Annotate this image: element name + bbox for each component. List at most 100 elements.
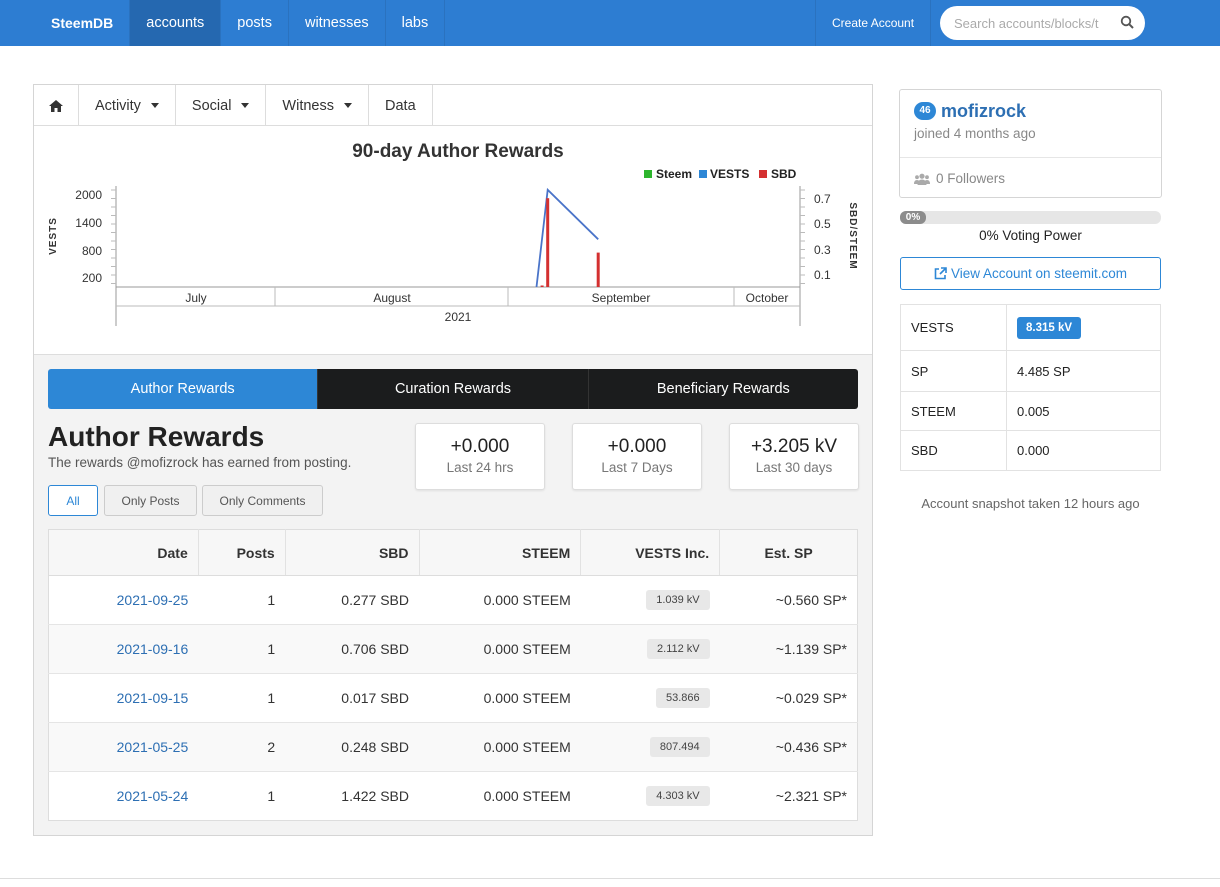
create-account-link[interactable]: Create Account — [815, 0, 932, 46]
row-steem: 0.000 STEEM — [419, 575, 581, 625]
nav-witnesses[interactable]: witnesses — [289, 0, 386, 46]
y-tick-right: 0.5 — [814, 217, 831, 231]
voting-power-bar: 0% — [900, 211, 1161, 224]
vests-series-line — [535, 187, 599, 288]
row-date-link[interactable]: 2021-09-15 — [116, 690, 189, 706]
col-date[interactable]: Date — [48, 529, 199, 576]
col-steem[interactable]: STEEM — [419, 529, 582, 576]
followers-count: 0 Followers — [936, 171, 1006, 186]
stat-value: +3.205 kV — [750, 436, 838, 457]
stat-value: +0.000 — [450, 436, 510, 457]
brand-logo[interactable]: SteemDB — [0, 0, 131, 46]
col-sp[interactable]: Est. SP — [719, 529, 858, 576]
account-subnav: Activity Social Witness Data — [34, 85, 872, 126]
home-button[interactable] — [34, 85, 79, 126]
caret-down-icon — [241, 103, 250, 108]
subnav-social-label: Social — [191, 97, 232, 114]
subnav-social[interactable]: Social — [176, 85, 267, 126]
voting-power-text: 0% Voting Power — [979, 228, 1082, 243]
username-link[interactable]: mofizrock — [941, 101, 1027, 121]
row-date-link[interactable]: 2021-09-16 — [116, 641, 189, 657]
filter-comments-button[interactable]: Only Comments — [202, 485, 323, 516]
chart-marks — [535, 187, 600, 288]
sbd-bar — [596, 252, 600, 287]
subnav-witness-label: Witness — [282, 97, 334, 114]
search-input[interactable] — [954, 15, 1114, 31]
stat-value: +0.000 — [607, 436, 667, 457]
table-row: 2021-05-25 2 0.248 SBD 0.000 STEEM 807.4… — [48, 722, 858, 772]
stat-label: Last 24 hrs — [446, 460, 514, 475]
subnav-activity[interactable]: Activity — [79, 85, 176, 126]
divider — [900, 157, 1161, 158]
subnav-data[interactable]: Data — [369, 85, 433, 126]
row-date-link[interactable]: 2021-05-25 — [116, 739, 189, 755]
caret-down-icon — [150, 103, 159, 108]
tab-author-rewards[interactable]: Author Rewards — [48, 369, 318, 409]
legend-steem-swatch — [644, 170, 652, 178]
table-header-row: Date Posts SBD STEEM VESTS Inc. Est. SP — [48, 529, 858, 576]
row-sbd: 0.248 SBD — [285, 722, 419, 772]
y-axis-right-label: SBD/STEEM — [847, 202, 858, 269]
stat-card-24h: +0.000 Last 24 hrs — [415, 423, 545, 490]
stat-label: Last 7 Days — [601, 460, 673, 475]
legend-sbd: SBD — [771, 167, 797, 181]
x-category-label: July — [185, 291, 206, 305]
y-tick-left: 2000 — [75, 188, 102, 202]
row-posts: 1 — [198, 624, 286, 674]
legend-sbd-swatch — [759, 170, 767, 178]
row-sp: ~0.029 SP* — [719, 673, 858, 723]
col-vests[interactable]: VESTS Inc. — [580, 529, 721, 576]
col-sbd[interactable]: SBD — [285, 529, 420, 576]
chart-svg: 90-day Author Rewards Steem VESTS SBD VE… — [48, 141, 858, 326]
balance-value: 0.005 — [1006, 391, 1161, 431]
balance-key: STEEM — [900, 391, 1007, 431]
y-axis-left-label: VESTS — [48, 217, 59, 255]
balance-key: SP — [900, 350, 1007, 392]
row-sp: ~2.321 SP* — [719, 771, 858, 821]
filter-posts-button[interactable]: Only Posts — [104, 485, 197, 516]
row-posts: 1 — [198, 575, 286, 625]
voting-power-badge: 0% — [900, 211, 926, 224]
search-icon[interactable] — [1120, 15, 1134, 32]
nav-posts[interactable]: posts — [221, 0, 289, 46]
main-panel: Activity Social Witness Data 90-day Auth… — [33, 84, 873, 836]
col-posts[interactable]: Posts — [198, 529, 286, 576]
table-row: 2021-09-15 1 0.017 SBD 0.000 STEEM 53.86… — [48, 673, 858, 723]
row-sbd: 0.017 SBD — [285, 673, 419, 723]
legend-vests: VESTS — [710, 167, 749, 181]
tab-beneficiary-rewards[interactable]: Beneficiary Rewards — [587, 369, 858, 409]
row-steem: 0.000 STEEM — [419, 722, 581, 772]
row-date-link[interactable]: 2021-05-24 — [116, 788, 189, 804]
tab-curation-rewards[interactable]: Curation Rewards — [317, 369, 588, 409]
y-tick-left: 200 — [82, 271, 102, 285]
balance-row: SP 4.485 SP — [900, 350, 1161, 392]
y-tick-right: 0.3 — [814, 243, 831, 257]
row-steem: 0.000 STEEM — [419, 673, 581, 723]
caret-down-icon — [344, 103, 352, 108]
home-icon — [49, 99, 63, 112]
balances-table: VESTS 8.315 kV SP 4.485 SP STEEM 0.005 S… — [900, 304, 1161, 471]
row-sbd: 0.706 SBD — [285, 624, 419, 674]
balance-row: STEEM 0.005 — [900, 391, 1161, 431]
nav-accounts[interactable]: accounts — [130, 0, 222, 46]
view-on-steemit-button[interactable]: View Account on steemit.com — [900, 257, 1161, 290]
subnav-witness[interactable]: Witness — [266, 85, 369, 126]
search-box — [940, 6, 1145, 40]
nav-labs[interactable]: labs — [386, 0, 446, 46]
balance-row: VESTS 8.315 kV — [900, 304, 1161, 351]
filter-all-button[interactable]: All — [48, 485, 98, 516]
row-posts: 1 — [198, 673, 286, 723]
table-row: 2021-09-16 1 0.706 SBD 0.000 STEEM 2.112… — [48, 624, 858, 674]
table-row: 2021-05-24 1 1.422 SBD 0.000 STEEM 4.303… — [48, 771, 858, 821]
row-sbd: 0.277 SBD — [285, 575, 419, 625]
profile-card: 46 mofizrock joined 4 months ago 0 Follo… — [899, 89, 1162, 198]
followers-link[interactable]: 0 Followers — [914, 171, 1005, 186]
x-category-label: October — [746, 291, 789, 305]
footer-divider — [0, 878, 1220, 879]
row-vests: 1.039 kV — [646, 590, 710, 610]
balance-row: SBD 0.000 — [900, 430, 1161, 471]
top-navbar: SteemDB accounts posts witnesses labs Cr… — [0, 0, 1220, 46]
snapshot-text: Account snapshot taken 12 hours ago — [921, 496, 1140, 511]
row-date-link[interactable]: 2021-09-25 — [116, 592, 189, 608]
chart-title: 90-day Author Rewards — [352, 141, 564, 162]
